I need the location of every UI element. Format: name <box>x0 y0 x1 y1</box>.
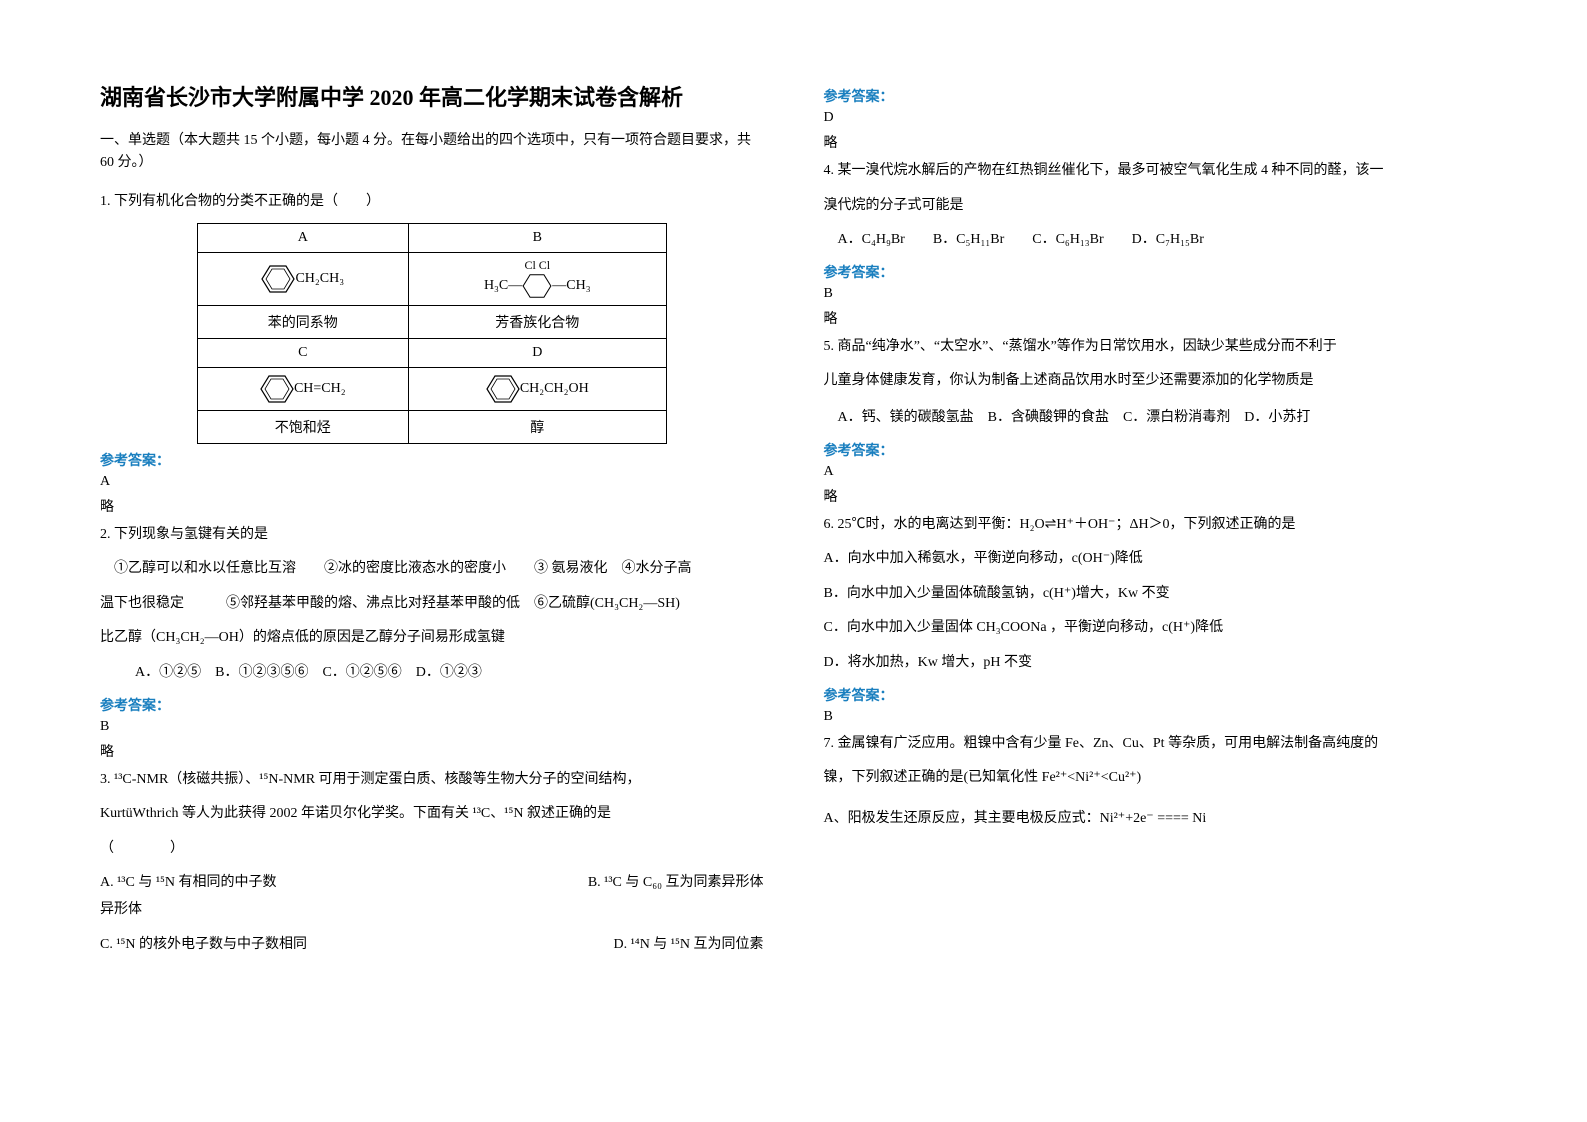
q6-ans-label: 参考答案： <box>824 685 1488 705</box>
q3-ans: D <box>824 110 1488 126</box>
q5-expl: 略 <box>824 486 1488 506</box>
q5-ans-label: 参考答案： <box>824 440 1488 460</box>
q1-formula-b-top: Cl Cl <box>413 259 662 272</box>
q1-head-a: A <box>197 224 408 253</box>
q3-opt-d: D. ¹⁴N 与 ¹⁵N 互为同位素 <box>614 932 764 959</box>
q1-head-b: B <box>408 224 666 253</box>
q3-ans-label: 参考答案： <box>824 86 1488 106</box>
q2-stem: 2. 下列现象与氢键有关的是 <box>100 522 764 549</box>
section-intro: 一、单选题（本大题共 15 个小题，每小题 4 分。在每小题给出的四个选项中，只… <box>100 130 764 175</box>
q2-expl: 略 <box>100 741 764 761</box>
q6-ans: B <box>824 709 1488 725</box>
q5-ans: A <box>824 464 1488 480</box>
q2-ans-label: 参考答案： <box>100 695 764 715</box>
q2-line2: 温下也很稳定 ⑤邻羟基苯甲酸的熔、沸点比对羟基苯甲酸的低 ⑥乙硫醇(CH₃CH₂… <box>100 591 764 618</box>
q1-head-c: C <box>197 338 408 367</box>
q3-expl: 略 <box>824 132 1488 152</box>
q1-cell-b: Cl Cl H₃C— —CH₃ <box>408 253 666 305</box>
q2-line1: ①乙醇可以和水以任意比互溶 ②冰的密度比液态水的密度小 ③ 氨易液化 ④水分子高 <box>100 556 764 583</box>
q1-formula-d: CH₂CH₂OH <box>520 381 589 396</box>
q5-opts: A．钙、镁的碳酸氢盐 B．含碘酸钾的食盐 C．漂白粉消毒剂 D．小苏打 <box>824 405 1488 432</box>
page-title: 湖南省长沙市大学附属中学 2020 年高二化学期末试卷含解析 <box>100 80 764 112</box>
q7-opt-a: A、阳极发生还原反应，其主要电极反应式：Ni²⁺+2e⁻ ==== Ni <box>824 806 1488 833</box>
q3-stem1: 3. ¹³C-NMR（核磁共振）、¹⁵N-NMR 可用于测定蛋白质、核酸等生物大… <box>100 767 764 794</box>
q1-formula-b-right: CH₃ <box>566 278 590 293</box>
q7-stem1: 7. 金属镍有广泛应用。粗镍中含有少量 Fe、Zn、Cu、Pt 等杂质，可用电解… <box>824 731 1488 758</box>
q3-opt-a: A. ¹³C 与 ¹⁵N 有相同的中子数 <box>100 870 277 897</box>
q1-expl: 略 <box>100 496 764 516</box>
q6-opt-a: A．向水中加入稀氨水，平衡逆向移动，c(OH⁻)降低 <box>824 546 1488 573</box>
q1-desc-a: 苯的同系物 <box>197 305 408 338</box>
q1-desc-d: 醇 <box>408 410 666 443</box>
q1-cell-a: CH₂CH₃ <box>197 253 408 305</box>
q1-desc-c: 不饱和烃 <box>197 410 408 443</box>
q1-cell-d: CH₂CH₂OH <box>408 367 666 410</box>
q6-opt-b: B．向水中加入少量固体硫酸氢钠，c(H⁺)增大，Kw 不变 <box>824 581 1488 608</box>
q6-opt-c: C．向水中加入少量固体 CH₃COONa ，平衡逆向移动，c(H⁺)降低 <box>824 615 1488 642</box>
q5-stem2: 儿童身体健康发育，你认为制备上述商品饮用水时至少还需要添加的化学物质是 <box>824 368 1488 395</box>
q4-expl: 略 <box>824 308 1488 328</box>
q1-table: A B CH₂CH₃ Cl Cl H₃C— —CH₃ <box>197 223 667 443</box>
q3-opt-b-tail: 异形体 <box>100 897 764 924</box>
q2-ans: B <box>100 719 764 735</box>
q1-ans-label: 参考答案： <box>100 450 764 470</box>
q3-stem2: KurtüWthrich 等人为此获得 2002 年诺贝尔化学奖。下面有关 ¹³… <box>100 801 764 828</box>
q3-opt-c: C. ¹⁵N 的核外电子数与中子数相同 <box>100 932 307 959</box>
q5-stem1: 5. 商品“纯净水”、“太空水”、“蒸馏水”等作为日常饮用水，因缺少某些成分而不… <box>824 334 1488 361</box>
q1-formula-a: CH₂CH₃ <box>295 271 344 286</box>
q2-line3: 比乙醇（CH₃CH₂—OH）的熔点低的原因是乙醇分子间易形成氢键 <box>100 625 764 652</box>
q3-stem3: （ ） <box>100 836 764 863</box>
q4-stem2: 溴代烷的分子式可能是 <box>824 193 1488 220</box>
q1-desc-b: 芳香族化合物 <box>408 305 666 338</box>
q2-opts: A．①②⑤ B．①②③⑤⑥ C．①②⑤⑥ D．①②③ <box>100 660 764 687</box>
q4-ans-label: 参考答案： <box>824 262 1488 282</box>
q6-opt-d: D．将水加热，Kw 增大，pH 不变 <box>824 650 1488 677</box>
q1-cell-c: CH=CH₂ <box>197 367 408 410</box>
q1-formula-c: CH=CH₂ <box>294 381 346 396</box>
q7-stem2: 镍，下列叙述正确的是(已知氧化性 Fe²⁺<Ni²⁺<Cu²⁺) <box>824 765 1488 792</box>
q6-stem: 6. 25℃时，水的电离达到平衡：H₂O⇌H⁺＋OH⁻；ΔH＞0，下列叙述正确的… <box>824 512 1488 539</box>
q3-opt-b: B. ¹³C 与 C₆₀ 互为同素异形体 <box>588 870 764 897</box>
q4-stem1: 4. 某一溴代烷水解后的产物在红热铜丝催化下，最多可被空气氧化生成 4 种不同的… <box>824 158 1488 185</box>
q4-ans: B <box>824 286 1488 302</box>
q1-stem: 1. 下列有机化合物的分类不正确的是（ ） <box>100 189 764 216</box>
q1-ans: A <box>100 474 764 490</box>
q1-head-d: D <box>408 338 666 367</box>
q4-opts: A．C₄H₉Br B．C₅H₁₁Br C．C₆H₁₃Br D．C₇H₁₅Br <box>824 227 1488 254</box>
q1-formula-b-left: H₃C <box>484 278 508 293</box>
